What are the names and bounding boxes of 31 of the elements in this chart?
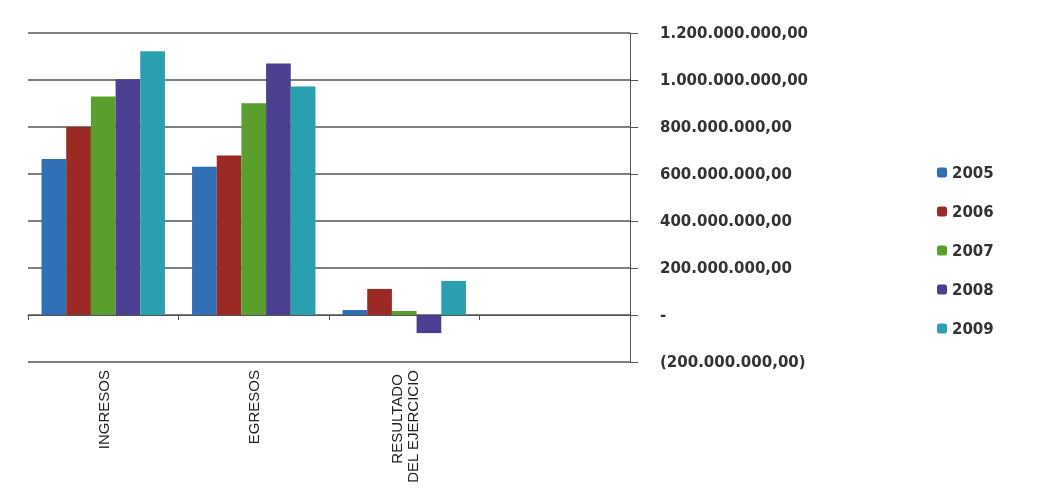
x-tick-label: EGRESOS (245, 370, 263, 445)
y-tick-label: (200.000.000,00) (660, 353, 806, 371)
bar (441, 280, 466, 315)
bar (416, 315, 442, 334)
bar (391, 311, 417, 315)
bar (66, 127, 91, 315)
legend-label: 2005 (952, 163, 994, 182)
y-tick-label: 800.000.000,00 (660, 118, 792, 136)
bar (192, 166, 217, 315)
bar (266, 63, 291, 315)
bar (216, 155, 242, 315)
y-tick-label: 1.000.000.000,00 (660, 71, 809, 89)
bar (290, 86, 316, 315)
bar (140, 51, 165, 315)
bar (367, 288, 392, 315)
y-tick-label: 200.000.000,00 (660, 259, 792, 277)
bar (90, 96, 116, 315)
x-tick-label: INGRESOS (94, 370, 112, 450)
legend-label: 2006 (952, 202, 994, 221)
y-tick-label: 1.200.000.000,00 (660, 24, 809, 42)
y-tick-label: - (660, 306, 667, 324)
bar (41, 158, 67, 315)
bar (342, 310, 368, 315)
bar (241, 103, 267, 315)
y-tick-label: 600.000.000,00 (660, 165, 792, 183)
x-tick-label: RESULTADO DEL EJERCICIO (387, 370, 421, 483)
legend-label: 2008 (952, 280, 994, 299)
y-tick-label: 400.000.000,00 (660, 212, 792, 230)
bar (115, 79, 141, 315)
legend-label: 2009 (952, 319, 994, 338)
legend-label: 2007 (952, 241, 994, 260)
